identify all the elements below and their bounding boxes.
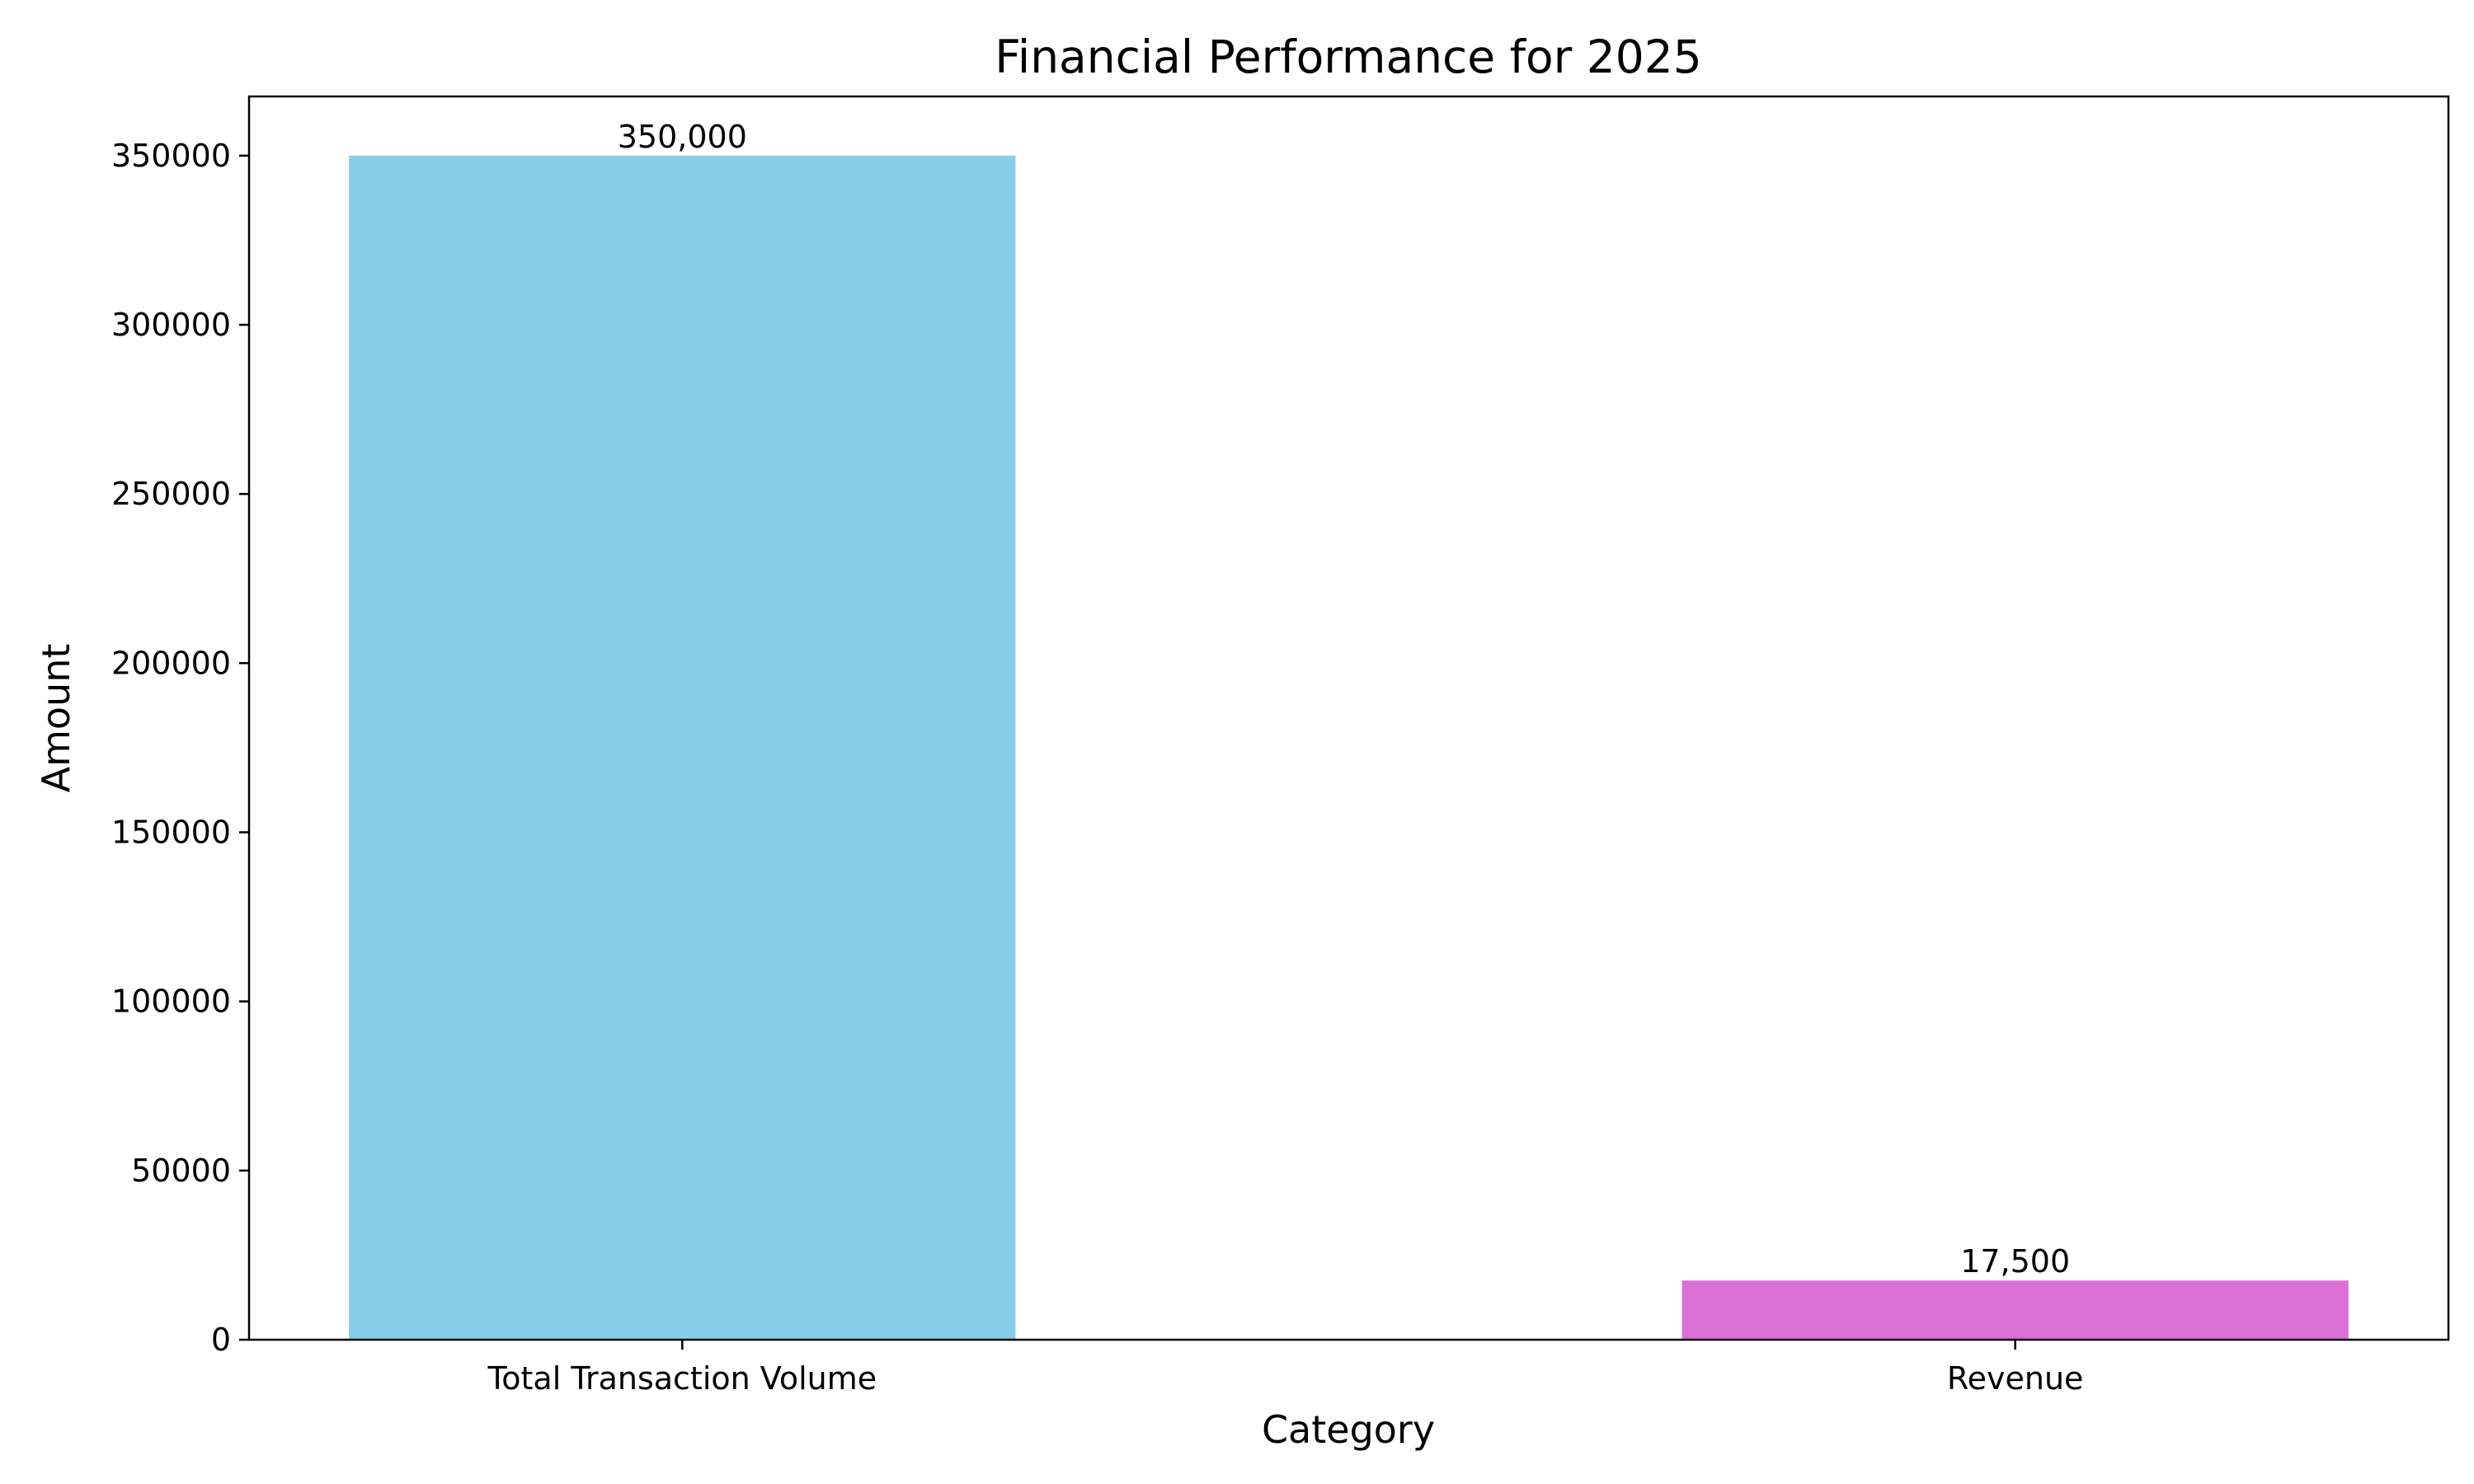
data-labels-layer: 350,000 17,500 <box>618 119 2070 1280</box>
y-axis-title: Amount <box>34 644 78 793</box>
chart-title: Financial Performance for 2025 <box>995 31 1701 83</box>
y-tick-label: 100000 <box>111 984 231 1020</box>
y-tick-label: 150000 <box>111 814 231 850</box>
y-tick-label: 50000 <box>131 1153 231 1189</box>
bars-layer <box>349 155 2349 1340</box>
y-tick-label: 350000 <box>111 138 231 174</box>
y-tick-label: 250000 <box>111 476 231 512</box>
bar-value-label: 350,000 <box>618 119 747 155</box>
plot-frame <box>247 95 2450 1341</box>
y-tick-label: 300000 <box>111 307 231 343</box>
y-tick-label: 200000 <box>111 645 231 681</box>
y-tick-label: 0 <box>211 1322 231 1358</box>
y-axis: 0 50000 100000 150000 200000 250000 300000 3500… <box>111 138 249 1358</box>
x-tick-label: Total Transaction Volume <box>487 1360 877 1397</box>
x-axis-title: Category <box>1262 1407 1435 1452</box>
bar-value-label: 17,500 <box>1960 1243 2070 1280</box>
x-tick-label: Revenue <box>1947 1360 2084 1397</box>
bar <box>1681 1280 2349 1340</box>
bar <box>349 155 1016 1340</box>
x-axis: Total Transaction Volume Revenue <box>487 1340 2084 1397</box>
